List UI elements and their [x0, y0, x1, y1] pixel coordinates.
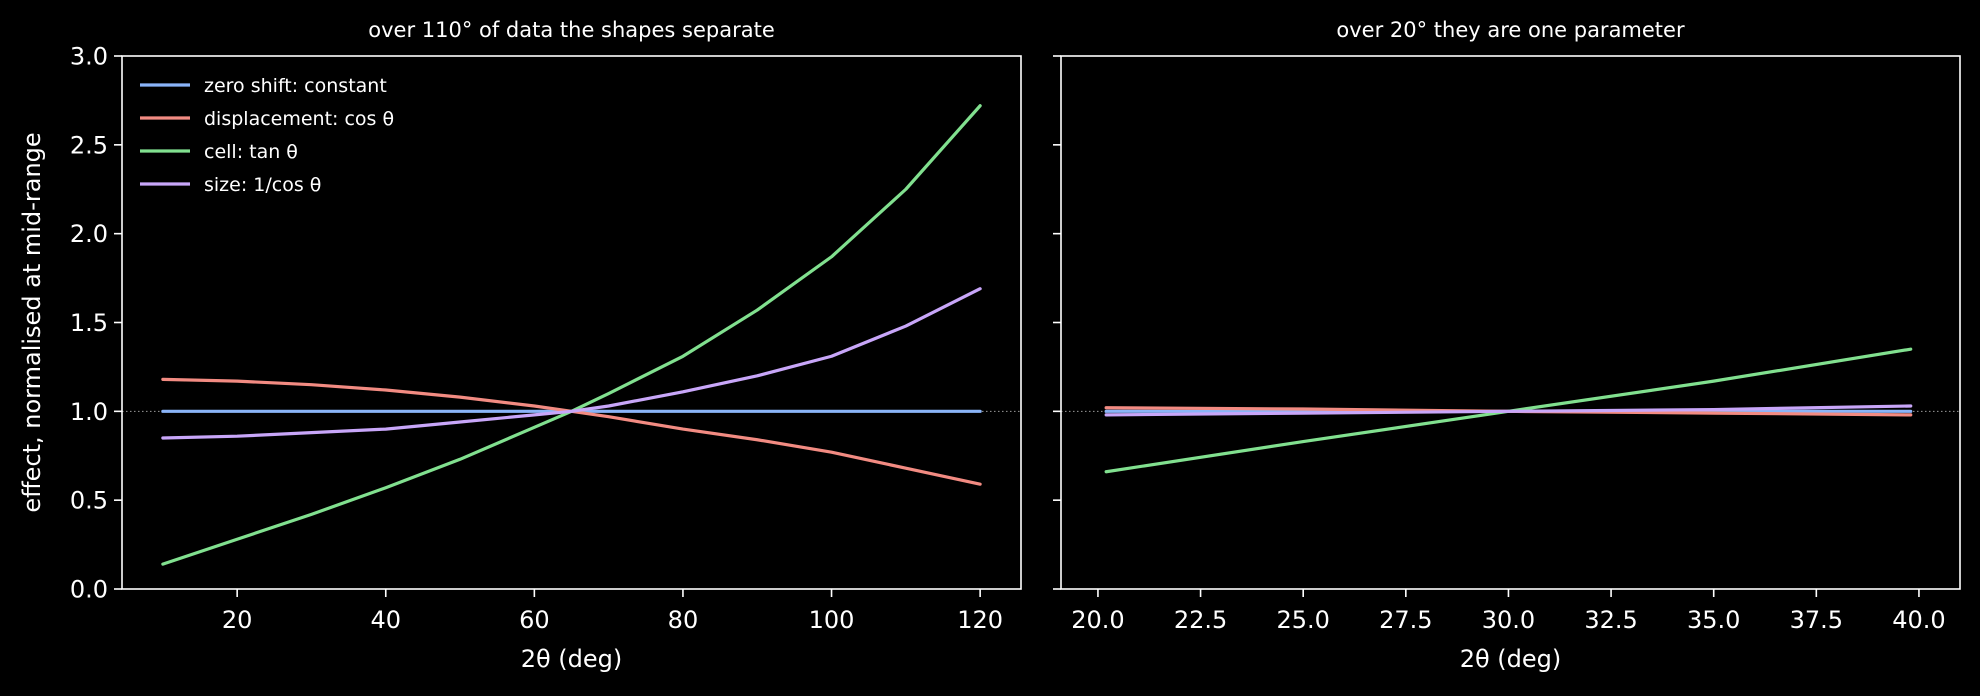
x-axis-label: 2θ (deg)	[521, 645, 623, 673]
legend: zero shift: constant displacement: cos θ c…	[140, 75, 394, 196]
x-tick-label: 37.5	[1790, 606, 1843, 634]
chart-panel-1: 20 40 60 80 100 120 0.0 0.5 1.0 1.5 2.0 2.5 3.0 over …	[18, 18, 1022, 673]
x-tick-label: 100	[809, 606, 855, 634]
x-tick-label: 35.0	[1687, 606, 1740, 634]
x-tick-label: 40	[370, 606, 401, 634]
x-tick-label: 32.5	[1584, 606, 1637, 634]
y-tick-label: 1.5	[70, 309, 108, 337]
series-line-2	[161, 377, 982, 486]
chart-title: over 20° they are one parameter	[1336, 18, 1685, 42]
y-tick-label: 0.0	[70, 576, 108, 604]
legend-label-3: cell: tan θ	[204, 141, 298, 163]
legend-label-4: size: 1/cos θ	[204, 174, 321, 196]
x-axis-label: 2θ (deg)	[1460, 645, 1562, 673]
x-tick-label: 80	[668, 606, 699, 634]
chart-panel-2: 20.0 22.5 25.0 27.5 30.0 32.5 35.0 37.5 40.0 over…	[1053, 18, 1961, 673]
x-tick-label: 20	[222, 606, 253, 634]
y-tick-label: 3.0	[70, 43, 108, 71]
series-line-4	[161, 287, 982, 440]
x-tick-label: 40.0	[1892, 606, 1945, 634]
y-axis-label: effect, normalised at mid-range	[18, 132, 46, 512]
x-tick-label: 20.0	[1071, 606, 1124, 634]
x-tick-label: 120	[957, 606, 1003, 634]
y-tick-label: 0.5	[70, 487, 108, 515]
x-tick-label: 60	[519, 606, 550, 634]
x-tick-label: 27.5	[1379, 606, 1432, 634]
legend-label-1: zero shift: constant	[204, 75, 387, 97]
y-tick-label: 2.0	[70, 220, 108, 248]
y-tick-label: 1.0	[70, 398, 108, 426]
axes-frame	[121, 55, 1022, 590]
series-line-4	[1104, 404, 1913, 417]
chart-title: over 110° of data the shapes separate	[368, 18, 775, 42]
x-tick-label: 30.0	[1482, 606, 1535, 634]
axes-frame	[1060, 55, 1961, 590]
legend-label-2: displacement: cos θ	[204, 108, 394, 130]
x-tick-label: 22.5	[1174, 606, 1227, 634]
x-tick-label: 25.0	[1276, 606, 1329, 634]
y-tick-label: 2.5	[70, 131, 108, 159]
